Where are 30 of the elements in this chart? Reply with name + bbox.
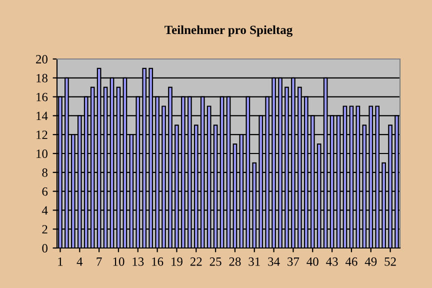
x-tick-label: 25: [210, 257, 222, 266]
x-tick-label: 52: [384, 257, 396, 266]
x-tick-label: 40: [306, 257, 318, 266]
x-tick-label: 49: [364, 257, 377, 266]
y-tick-label: 16: [36, 92, 48, 102]
y-tick-label: 20: [36, 55, 48, 64]
y-tick-label: 10: [36, 150, 48, 158]
x-tick-label: 16: [152, 257, 164, 266]
x-tick-label: 43: [326, 257, 338, 266]
y-tick-label: 14: [36, 112, 48, 120]
y-tick-label: 6: [42, 187, 48, 196]
x-tick-label: 10: [113, 257, 124, 266]
x-tick-label: 4: [76, 257, 83, 266]
x-tick-label: 37: [288, 257, 300, 266]
y-tick-label: 18: [36, 74, 48, 82]
y-tick-label: 2: [42, 225, 48, 234]
chart-title: Teilnehmer pro Spieltag: [164, 25, 293, 37]
y-tick-label: 4: [42, 206, 48, 215]
x-tick-label: 13: [132, 257, 144, 266]
x-tick-label: 19: [172, 257, 182, 266]
x-tick-label: 22: [190, 257, 202, 266]
x-tick-label: 7: [96, 258, 102, 266]
x-tick-label: 31: [248, 257, 260, 266]
y-tick-label: 0: [42, 244, 48, 252]
x-tick-label: 28: [229, 257, 241, 266]
x-tick-label: 46: [345, 257, 358, 266]
y-tick-label: 12: [36, 130, 48, 139]
y-tick-label: 8: [42, 168, 48, 177]
x-tick-label: 34: [268, 257, 280, 266]
x-tick-label: 1: [58, 257, 63, 266]
